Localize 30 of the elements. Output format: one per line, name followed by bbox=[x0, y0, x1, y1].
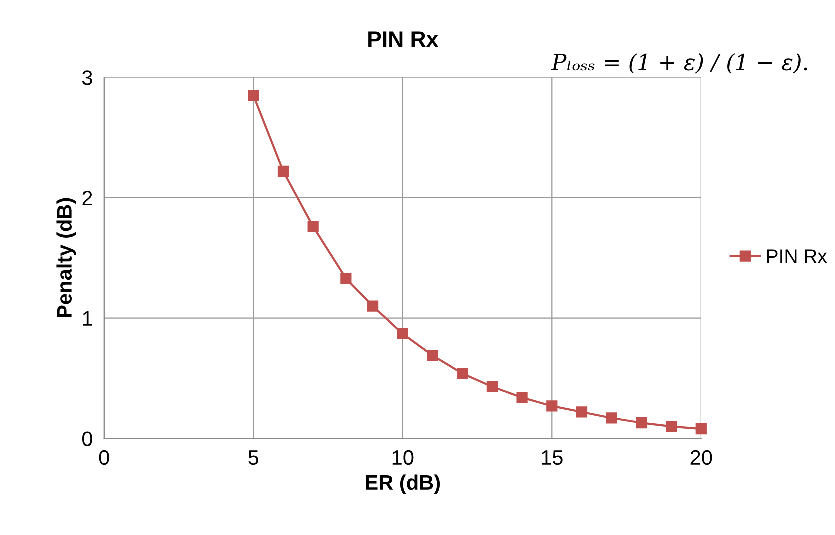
y-axis-title: Penalty (dB) bbox=[56, 198, 76, 318]
y-tick-label: 2 bbox=[82, 190, 92, 206]
text: Pₗₒₛₛ = (1 + ε) / (1 − ε). bbox=[551, 53, 808, 74]
legend-label: PIN Rx bbox=[767, 250, 828, 264]
point bbox=[636, 417, 648, 429]
x-tick-label: 20 bbox=[690, 450, 712, 466]
point bbox=[278, 166, 290, 178]
point bbox=[486, 381, 498, 392]
y-tick-label: 3 bbox=[82, 70, 92, 86]
x-tick-label: 0 bbox=[99, 450, 110, 466]
x-tick-label: 15 bbox=[542, 450, 563, 466]
point bbox=[367, 300, 379, 312]
point bbox=[308, 221, 319, 232]
chart-title: PIN Rx bbox=[368, 32, 439, 48]
y-tick-label: 0 bbox=[82, 432, 92, 446]
point bbox=[666, 421, 678, 432]
x-tick-label: 5 bbox=[248, 450, 259, 466]
point bbox=[340, 273, 352, 284]
x-tick-label: 10 bbox=[392, 450, 414, 466]
point bbox=[606, 412, 618, 424]
point bbox=[576, 406, 588, 418]
point bbox=[516, 392, 528, 404]
y-tick-label: 1 bbox=[83, 312, 92, 326]
point bbox=[248, 90, 260, 102]
point bbox=[546, 400, 558, 412]
point bbox=[457, 368, 468, 380]
x-axis-title: ER (dB) bbox=[366, 474, 440, 494]
point bbox=[427, 350, 438, 362]
point bbox=[397, 328, 408, 340]
point bbox=[696, 424, 707, 435]
